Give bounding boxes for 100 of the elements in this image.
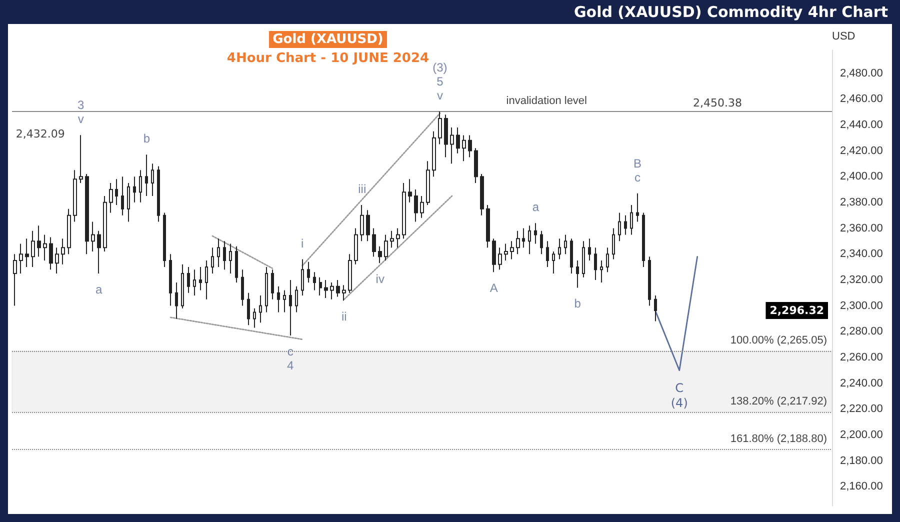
candlestick — [283, 290, 286, 313]
candlestick — [37, 225, 41, 258]
y-axis-title: USD — [832, 30, 856, 42]
candlestick — [360, 204, 364, 242]
candlestick — [229, 243, 232, 274]
candlestick — [13, 254, 17, 306]
y-tick-label: 2,160.00 — [840, 480, 883, 493]
candlestick — [151, 163, 154, 196]
candlestick — [187, 266, 190, 294]
candlestick — [462, 134, 466, 162]
y-tick-label: 2,340.00 — [840, 248, 883, 260]
candlestick — [654, 294, 657, 322]
annotation: 2,296.32 — [770, 304, 824, 318]
candlestick — [121, 176, 124, 216]
candlestick — [301, 258, 304, 296]
candlestick — [438, 111, 442, 145]
text: a — [532, 200, 540, 214]
text: A — [490, 281, 498, 296]
text: iii — [358, 182, 366, 196]
y-tick-label: 2,380.00 — [840, 196, 883, 208]
candlestick — [606, 247, 609, 273]
candlestick — [630, 204, 633, 236]
annotation: 2,432.09 — [16, 128, 65, 141]
candlestick — [307, 261, 310, 284]
candlestick — [115, 178, 118, 206]
candlestick — [277, 286, 280, 313]
y-tick-label: 2,480.00 — [840, 67, 883, 80]
candlestick — [408, 178, 412, 203]
candlestick — [444, 114, 448, 158]
candlestick — [79, 134, 83, 184]
candlestick — [516, 230, 520, 255]
candlestick — [366, 210, 370, 242]
candlestick — [336, 279, 340, 298]
candlestick — [235, 246, 238, 284]
candlestick — [313, 272, 316, 291]
candlestick — [390, 230, 394, 248]
candlestick — [474, 148, 478, 184]
text: i — [300, 236, 304, 250]
candlestick — [295, 286, 298, 313]
candlestick — [492, 238, 496, 273]
candlestick — [247, 292, 250, 326]
candlestick — [43, 234, 47, 262]
text: B c — [633, 156, 642, 184]
annotation: C (4) — [670, 380, 688, 410]
candlestick — [109, 182, 113, 214]
candlestick — [450, 127, 454, 164]
ref-line-label: 100.00% (2,265.05) — [730, 334, 827, 346]
candlestick — [576, 260, 579, 288]
candlestick — [348, 254, 352, 294]
candlestick — [25, 238, 29, 268]
y-tick-label: 2,260.00 — [840, 351, 883, 364]
candlestick — [55, 247, 59, 274]
candlestick — [175, 282, 178, 320]
candlestick — [157, 166, 160, 222]
candlestick — [552, 251, 555, 274]
candlestick — [426, 160, 430, 206]
candlestick — [319, 276, 322, 296]
candlestick — [199, 266, 202, 291]
candlestick — [648, 256, 651, 306]
text: iv — [376, 272, 384, 286]
candlestick — [498, 247, 502, 270]
candlestick — [289, 279, 292, 336]
candlestick — [163, 212, 166, 268]
candlestick — [354, 228, 358, 265]
candlestick — [145, 154, 148, 196]
text: ii — [342, 310, 347, 324]
candlestick — [169, 254, 172, 306]
candlestick — [414, 189, 418, 222]
candlestick — [241, 269, 244, 306]
candlestick — [324, 279, 328, 299]
candlestick — [588, 238, 591, 262]
candlestick — [570, 238, 573, 274]
candlestick — [432, 130, 436, 178]
candlestick — [139, 170, 142, 203]
candlestick — [402, 182, 406, 240]
candlestick — [396, 228, 400, 248]
y-tick-label: 2,240.00 — [840, 377, 883, 390]
y-tick-label: 2,280.00 — [840, 326, 883, 338]
candlestick — [253, 308, 256, 328]
candlestick — [594, 247, 597, 280]
y-tick-label: 2,440.00 — [840, 118, 883, 131]
candlestick — [205, 260, 208, 300]
candlestick — [73, 170, 77, 222]
y-tick-label: 2,300.00 — [840, 300, 883, 312]
candlestick — [133, 176, 136, 203]
text: c 4 — [286, 344, 294, 372]
y-tick-label: 2,220.00 — [840, 403, 883, 416]
candlestick — [271, 269, 274, 300]
text: Gold (XAUUSD) Commodity 4hr Chart — [574, 3, 888, 21]
candlestick — [618, 212, 621, 242]
y-tick-label: 2,360.00 — [840, 222, 883, 234]
candlestick — [456, 127, 460, 154]
candlestick — [378, 246, 382, 264]
text: (3) 5 v — [432, 60, 448, 103]
ref-line-label: invalidation level — [506, 95, 587, 108]
candlestick — [49, 236, 53, 270]
ref-line-label: 161.80% (2,188.80) — [730, 432, 827, 445]
candlestick — [31, 230, 35, 268]
candlestick — [600, 260, 603, 284]
candlestick — [67, 208, 71, 255]
